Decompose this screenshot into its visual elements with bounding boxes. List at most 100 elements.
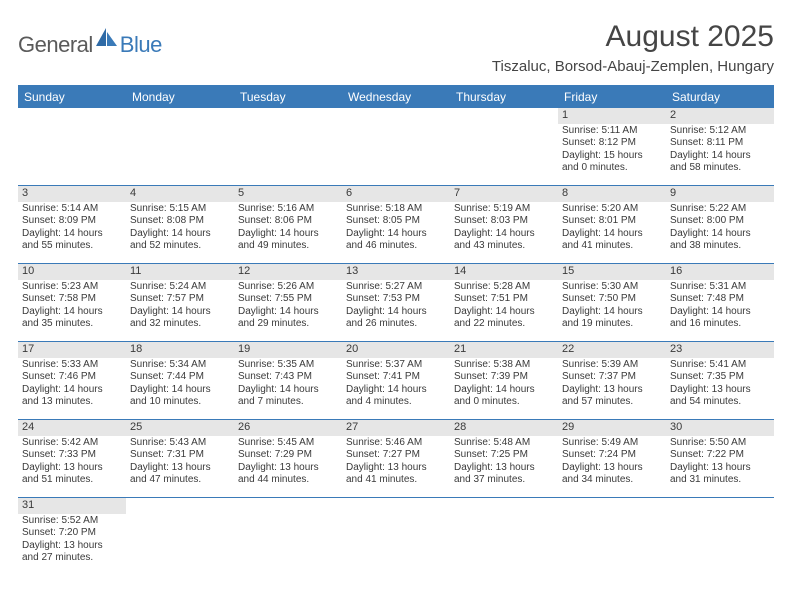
calendar-cell: 26Sunrise: 5:45 AMSunset: 7:29 PMDayligh… — [234, 420, 342, 498]
day-number: 8 — [558, 186, 666, 202]
daylight-text: Daylight: 14 hours — [346, 306, 446, 319]
calendar-cell: 4Sunrise: 5:15 AMSunset: 8:08 PMDaylight… — [126, 186, 234, 264]
daylight-text: and 22 minutes. — [454, 318, 554, 331]
daylight-text: Daylight: 14 hours — [670, 228, 770, 241]
daylight-text: and 10 minutes. — [130, 396, 230, 409]
sunset-text: Sunset: 7:50 PM — [562, 293, 662, 306]
cell-body: Sunrise: 5:46 AMSunset: 7:27 PMDaylight:… — [342, 437, 450, 487]
sunrise-text: Sunrise: 5:24 AM — [130, 281, 230, 294]
sunset-text: Sunset: 7:37 PM — [562, 371, 662, 384]
logo-text-general: General — [18, 32, 93, 58]
day-number: 14 — [450, 264, 558, 280]
calendar-cell: 28Sunrise: 5:48 AMSunset: 7:25 PMDayligh… — [450, 420, 558, 498]
cell-body: Sunrise: 5:31 AMSunset: 7:48 PMDaylight:… — [666, 281, 774, 331]
calendar-cell: 11Sunrise: 5:24 AMSunset: 7:57 PMDayligh… — [126, 264, 234, 342]
cell-body: Sunrise: 5:20 AMSunset: 8:01 PMDaylight:… — [558, 203, 666, 253]
sunrise-text: Sunrise: 5:19 AM — [454, 203, 554, 216]
daylight-text: and 58 minutes. — [670, 162, 770, 175]
calendar-cell-empty — [126, 108, 234, 186]
daylight-text: Daylight: 14 hours — [670, 306, 770, 319]
daylight-text: Daylight: 13 hours — [22, 540, 122, 553]
sunrise-text: Sunrise: 5:48 AM — [454, 437, 554, 450]
sunset-text: Sunset: 7:48 PM — [670, 293, 770, 306]
daylight-text: and 13 minutes. — [22, 396, 122, 409]
daylight-text: Daylight: 14 hours — [562, 306, 662, 319]
sunrise-text: Sunrise: 5:23 AM — [22, 281, 122, 294]
cell-body: Sunrise: 5:49 AMSunset: 7:24 PMDaylight:… — [558, 437, 666, 487]
day-number: 27 — [342, 420, 450, 436]
calendar-cell: 12Sunrise: 5:26 AMSunset: 7:55 PMDayligh… — [234, 264, 342, 342]
cell-body: Sunrise: 5:41 AMSunset: 7:35 PMDaylight:… — [666, 359, 774, 409]
daylight-text: Daylight: 14 hours — [562, 228, 662, 241]
day-number: 18 — [126, 342, 234, 358]
daylight-text: and 57 minutes. — [562, 396, 662, 409]
sunset-text: Sunset: 8:08 PM — [130, 215, 230, 228]
daylight-text: and 44 minutes. — [238, 474, 338, 487]
day-number: 29 — [558, 420, 666, 436]
calendar-cell: 31Sunrise: 5:52 AMSunset: 7:20 PMDayligh… — [18, 498, 126, 576]
calendar-cell: 3Sunrise: 5:14 AMSunset: 8:09 PMDaylight… — [18, 186, 126, 264]
day-header: Thursday — [450, 86, 558, 108]
daylight-text: Daylight: 14 hours — [346, 228, 446, 241]
sunset-text: Sunset: 8:11 PM — [670, 137, 770, 150]
sunrise-text: Sunrise: 5:14 AM — [22, 203, 122, 216]
daylight-text: and 41 minutes. — [562, 240, 662, 253]
day-number: 9 — [666, 186, 774, 202]
sunrise-text: Sunrise: 5:31 AM — [670, 281, 770, 294]
daylight-text: and 49 minutes. — [238, 240, 338, 253]
daylight-text: and 54 minutes. — [670, 396, 770, 409]
day-number: 11 — [126, 264, 234, 280]
logo-text-blue: Blue — [120, 32, 162, 58]
sunrise-text: Sunrise: 5:26 AM — [238, 281, 338, 294]
calendar-cell-empty — [666, 498, 774, 576]
sunset-text: Sunset: 7:33 PM — [22, 449, 122, 462]
calendar-cell: 18Sunrise: 5:34 AMSunset: 7:44 PMDayligh… — [126, 342, 234, 420]
cell-body: Sunrise: 5:12 AMSunset: 8:11 PMDaylight:… — [666, 125, 774, 175]
daylight-text: and 29 minutes. — [238, 318, 338, 331]
calendar-cell: 29Sunrise: 5:49 AMSunset: 7:24 PMDayligh… — [558, 420, 666, 498]
calendar-cell: 23Sunrise: 5:41 AMSunset: 7:35 PMDayligh… — [666, 342, 774, 420]
sunset-text: Sunset: 7:27 PM — [346, 449, 446, 462]
cell-body: Sunrise: 5:26 AMSunset: 7:55 PMDaylight:… — [234, 281, 342, 331]
sunrise-text: Sunrise: 5:43 AM — [130, 437, 230, 450]
sunset-text: Sunset: 8:06 PM — [238, 215, 338, 228]
calendar-cell: 22Sunrise: 5:39 AMSunset: 7:37 PMDayligh… — [558, 342, 666, 420]
day-header: Monday — [126, 86, 234, 108]
daylight-text: Daylight: 14 hours — [238, 384, 338, 397]
calendar-cell-empty — [234, 498, 342, 576]
sunrise-text: Sunrise: 5:46 AM — [346, 437, 446, 450]
day-number: 13 — [342, 264, 450, 280]
header: General Blue August 2025 Tiszaluc, Borso… — [18, 20, 774, 79]
cell-body: Sunrise: 5:39 AMSunset: 7:37 PMDaylight:… — [558, 359, 666, 409]
calendar-cell-empty — [18, 108, 126, 186]
daylight-text: Daylight: 14 hours — [454, 306, 554, 319]
daylight-text: Daylight: 13 hours — [22, 462, 122, 475]
day-number: 26 — [234, 420, 342, 436]
daylight-text: Daylight: 15 hours — [562, 150, 662, 163]
sunset-text: Sunset: 7:58 PM — [22, 293, 122, 306]
daylight-text: Daylight: 13 hours — [238, 462, 338, 475]
cell-body: Sunrise: 5:52 AMSunset: 7:20 PMDaylight:… — [18, 515, 126, 565]
daylight-text: and 0 minutes. — [562, 162, 662, 175]
day-number: 15 — [558, 264, 666, 280]
sunset-text: Sunset: 8:12 PM — [562, 137, 662, 150]
daylight-text: and 52 minutes. — [130, 240, 230, 253]
day-header: Sunday — [18, 86, 126, 108]
daylight-text: Daylight: 14 hours — [238, 306, 338, 319]
calendar-cell: 9Sunrise: 5:22 AMSunset: 8:00 PMDaylight… — [666, 186, 774, 264]
cell-body: Sunrise: 5:48 AMSunset: 7:25 PMDaylight:… — [450, 437, 558, 487]
calendar-cell: 14Sunrise: 5:28 AMSunset: 7:51 PMDayligh… — [450, 264, 558, 342]
sunrise-text: Sunrise: 5:34 AM — [130, 359, 230, 372]
daylight-text: and 16 minutes. — [670, 318, 770, 331]
sunset-text: Sunset: 7:44 PM — [130, 371, 230, 384]
day-number: 19 — [234, 342, 342, 358]
daylight-text: and 43 minutes. — [454, 240, 554, 253]
sunset-text: Sunset: 7:43 PM — [238, 371, 338, 384]
sunset-text: Sunset: 8:01 PM — [562, 215, 662, 228]
daylight-text: Daylight: 13 hours — [346, 462, 446, 475]
calendar-cell: 13Sunrise: 5:27 AMSunset: 7:53 PMDayligh… — [342, 264, 450, 342]
sunset-text: Sunset: 7:53 PM — [346, 293, 446, 306]
daylight-text: and 46 minutes. — [346, 240, 446, 253]
daylight-text: Daylight: 14 hours — [454, 228, 554, 241]
sunset-text: Sunset: 8:00 PM — [670, 215, 770, 228]
